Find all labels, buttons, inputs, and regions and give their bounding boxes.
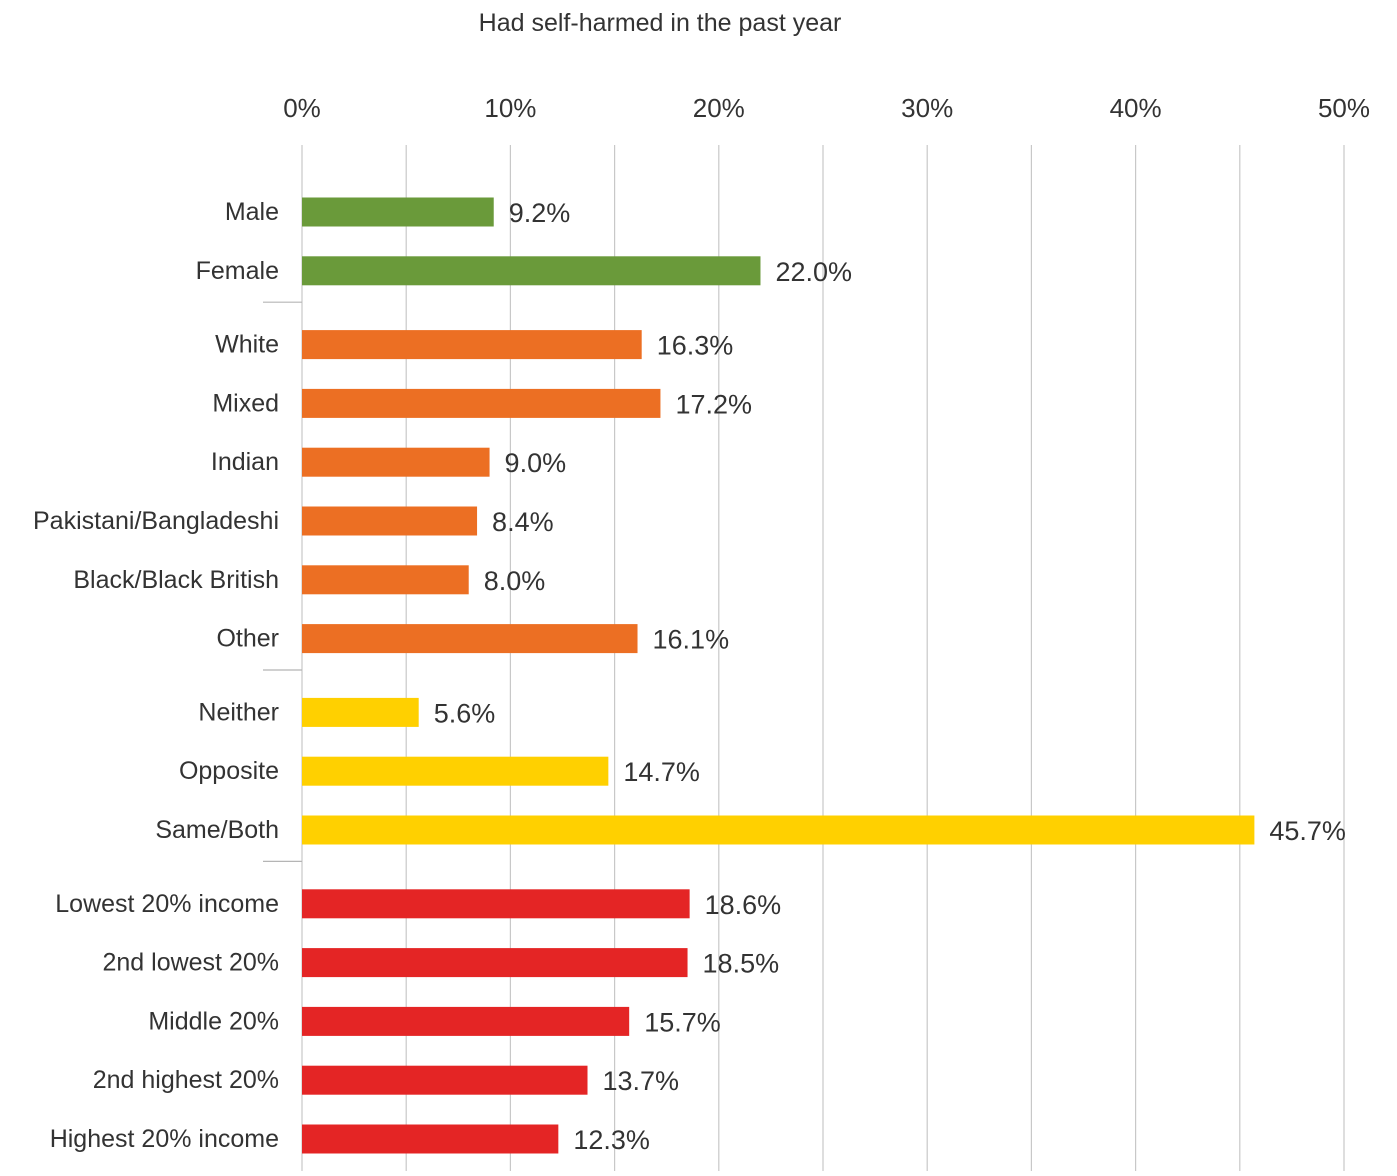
data-label: 8.0% [484,566,546,596]
bar [302,330,642,360]
category-label: Same/Both [155,816,279,844]
x-tick-label: 40% [1110,93,1162,123]
data-label: 22.0% [775,257,852,287]
category-label: Mixed [212,389,279,417]
data-label: 12.3% [573,1125,650,1155]
bar [302,506,478,536]
bar [302,624,638,654]
data-label: 13.7% [603,1066,680,1096]
category-label: Middle 20% [148,1007,279,1035]
category-label: White [215,331,279,359]
bar [302,1124,559,1154]
x-tick-label: 10% [484,93,536,123]
data-label: 45.7% [1269,816,1346,846]
category-label: Male [225,198,279,226]
category-label: Other [216,625,279,653]
bar [302,388,661,418]
data-label: 16.3% [657,331,734,361]
category-label: Indian [211,448,279,476]
bar [302,948,688,978]
data-label: 18.5% [703,949,780,979]
data-label: 18.6% [705,890,782,920]
bar [302,1006,630,1036]
bar [302,889,690,919]
category-label: 2nd highest 20% [93,1066,279,1094]
category-label: 2nd lowest 20% [102,949,279,977]
x-tick-label: 0% [283,93,321,123]
bar [302,756,609,786]
gridlines [301,145,1345,1171]
category-label: Neither [198,698,279,726]
category-label: Female [196,257,279,285]
category-label: Pakistani/Bangladeshi [33,507,279,535]
bar [302,447,490,477]
category-label: Black/Black British [73,566,279,594]
data-label: 9.2% [509,198,571,228]
bar [302,815,1255,845]
x-tick-label: 50% [1318,93,1370,123]
bar [302,565,469,595]
data-label: 9.0% [505,448,567,478]
bars: Male 9.2% Female 22.0% White 16.3% Mixed 17.2% I… [33,197,1346,1155]
bar [302,1065,588,1095]
chart-title: Had self-harmed in the past year [479,9,842,37]
data-label: 5.6% [434,698,496,728]
category-label: Highest 20% income [50,1125,279,1153]
category-label: Opposite [179,757,279,785]
x-tick-label: 20% [693,93,745,123]
data-label: 8.4% [492,507,554,537]
category-label: Lowest 20% income [55,890,279,918]
x-tick-label: 30% [901,93,953,123]
data-label: 14.7% [623,757,700,787]
data-label: 15.7% [644,1007,721,1037]
x-tick-labels: 0% 10% 20% 30% 40% 50% [283,93,1370,123]
data-label: 16.1% [653,625,730,655]
bar [302,197,494,227]
bar [302,256,761,286]
data-label: 17.2% [675,389,752,419]
bar [302,697,419,727]
